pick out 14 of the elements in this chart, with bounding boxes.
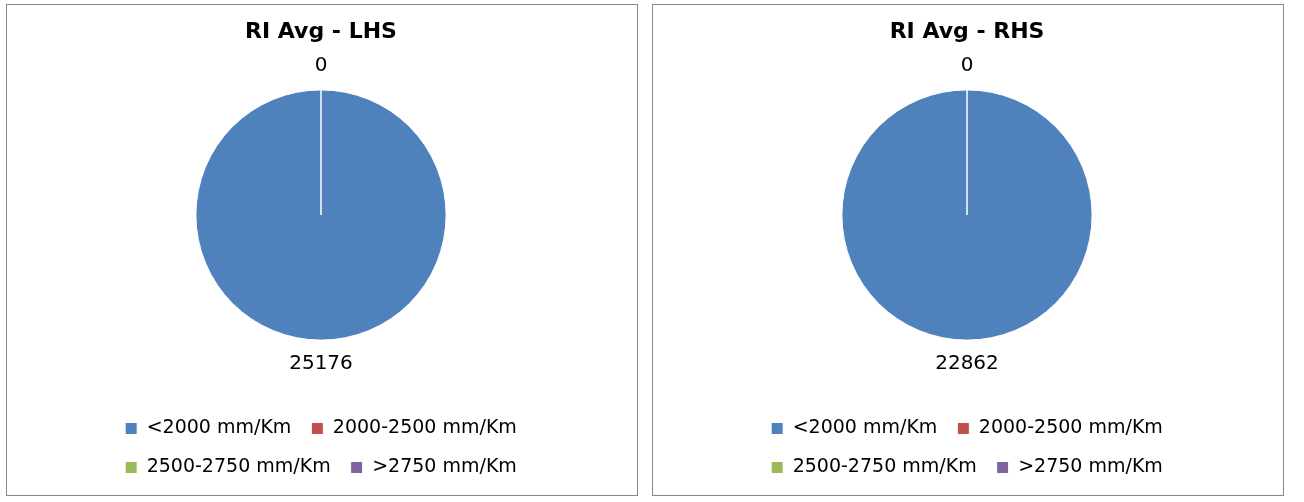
legend-label: 2000-2500 mm/Km [978, 415, 1163, 438]
text: 0 [314, 52, 328, 77]
legend-label: >2750 mm/Km [372, 454, 517, 477]
data-label: 25176 [289, 350, 353, 375]
legend-label: <2000 mm/Km [146, 415, 292, 438]
legend-label: 2500-2750 mm/Km [792, 454, 977, 477]
legend-label: 2500-2750 mm/Km [146, 454, 331, 477]
chart-title: RI Avg - LHS [245, 17, 397, 43]
chart-title: RI Avg - RHS [889, 17, 1045, 43]
legend-label: >2750 mm/Km [1018, 454, 1163, 477]
legend-label: 2000-2500 mm/Km [332, 415, 517, 438]
legend-label: <2000 mm/Km [792, 415, 938, 438]
text: 0 [960, 52, 974, 77]
data-label: 22862 [935, 350, 999, 375]
